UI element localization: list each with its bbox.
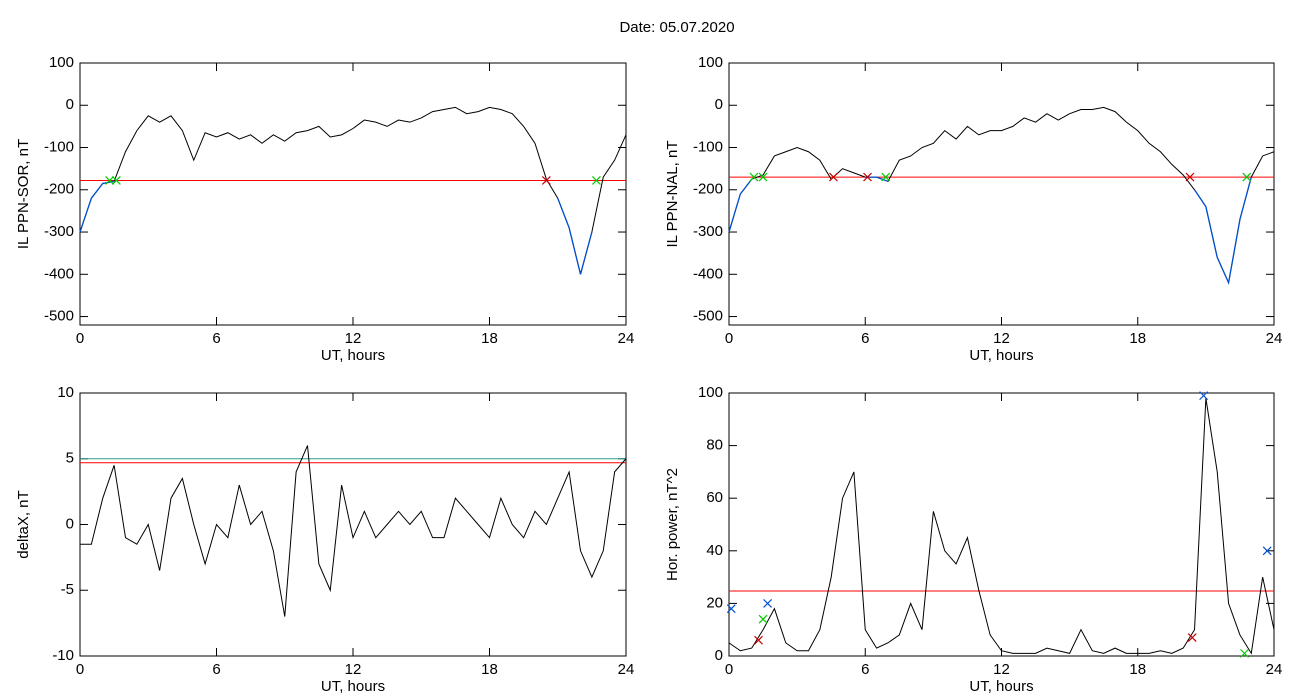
x-tick-label: 0 bbox=[725, 661, 733, 678]
y-tick-label: -5 bbox=[61, 581, 74, 598]
y-tick-label: -500 bbox=[693, 308, 723, 325]
x-tick-label: 0 bbox=[76, 661, 84, 678]
y-tick-label: 40 bbox=[706, 542, 723, 559]
y-tick-label: 10 bbox=[57, 384, 74, 401]
cross-marker bbox=[726, 604, 736, 614]
plot-frame bbox=[728, 392, 1275, 657]
cross-marker bbox=[754, 635, 763, 645]
y-tick-label: 0 bbox=[715, 647, 723, 664]
y-tick-label: -500 bbox=[44, 308, 74, 325]
x-axis-label: UT, hours bbox=[969, 678, 1033, 695]
cross-marker bbox=[749, 172, 759, 182]
cross-marker bbox=[592, 176, 601, 185]
y-tick-label: -200 bbox=[44, 181, 74, 198]
x-tick-label: 12 bbox=[993, 661, 1010, 678]
below-threshold-line bbox=[79, 180, 115, 233]
data-line bbox=[728, 398, 1275, 655]
x-tick-label: 12 bbox=[993, 330, 1010, 347]
x-tick-label: 12 bbox=[345, 661, 362, 678]
data-line bbox=[79, 106, 627, 275]
x-axis-label: UT, hours bbox=[321, 347, 385, 364]
plot-frame bbox=[728, 62, 1275, 326]
y-axis-label: deltaX, nT bbox=[15, 490, 32, 558]
x-tick-label: 18 bbox=[1129, 661, 1146, 678]
y-tick-label: -100 bbox=[44, 138, 74, 155]
cross-marker bbox=[541, 176, 551, 185]
x-tick-label: 18 bbox=[481, 661, 498, 678]
x-tick-label: 6 bbox=[861, 661, 869, 678]
y-axis-label: IL PPN-NAL, nT bbox=[664, 141, 681, 248]
y-axis-label: IL PPN-SOR, nT bbox=[15, 139, 32, 249]
cross-marker bbox=[758, 614, 768, 624]
y-tick-label: -300 bbox=[693, 223, 723, 240]
cross-marker bbox=[863, 172, 872, 182]
below-threshold-line bbox=[728, 178, 753, 233]
cross-marker bbox=[1199, 391, 1209, 401]
cross-marker bbox=[1185, 172, 1195, 182]
y-tick-label: 0 bbox=[66, 96, 74, 113]
y-tick-label: 5 bbox=[66, 450, 74, 467]
y-tick-label: 60 bbox=[706, 489, 723, 506]
y-tick-label: -400 bbox=[693, 265, 723, 282]
cross-marker bbox=[829, 172, 838, 182]
y-tick-label: 80 bbox=[706, 437, 723, 454]
y-tick-label: -200 bbox=[693, 181, 723, 198]
plot-frame bbox=[79, 392, 627, 657]
cross-marker bbox=[1240, 648, 1249, 658]
cross-marker bbox=[1262, 546, 1272, 556]
x-tick-label: 24 bbox=[618, 661, 635, 678]
y-tick-label: 20 bbox=[706, 594, 723, 611]
x-tick-label: 0 bbox=[76, 330, 84, 347]
x-tick-label: 6 bbox=[861, 330, 869, 347]
x-tick-label: 0 bbox=[725, 330, 733, 347]
x-tick-label: 24 bbox=[1266, 661, 1283, 678]
y-tick-label: -100 bbox=[693, 138, 723, 155]
cross-marker bbox=[881, 172, 891, 182]
figure-title: Date: 05.07.2020 bbox=[619, 19, 734, 36]
below-threshold-line bbox=[557, 197, 593, 275]
y-tick-label: 100 bbox=[698, 384, 723, 401]
y-tick-label: -300 bbox=[44, 223, 74, 240]
x-tick-label: 24 bbox=[1266, 330, 1283, 347]
cross-marker bbox=[763, 598, 773, 608]
x-axis-label: UT, hours bbox=[969, 347, 1033, 364]
plot-frame bbox=[79, 62, 627, 326]
y-tick-label: 0 bbox=[66, 515, 74, 532]
cross-marker bbox=[111, 176, 121, 185]
y-tick-label: -400 bbox=[44, 265, 74, 282]
below-threshold-line bbox=[1193, 176, 1252, 285]
cross-marker bbox=[758, 172, 768, 182]
x-tick-label: 6 bbox=[212, 661, 220, 678]
cross-marker bbox=[105, 176, 114, 185]
cross-marker bbox=[1242, 172, 1252, 182]
x-axis-label: UT, hours bbox=[321, 678, 385, 695]
cross-marker bbox=[1187, 633, 1197, 643]
y-axis-label: Hor. power, nT^2 bbox=[664, 468, 681, 581]
data-line bbox=[80, 445, 627, 617]
x-tick-label: 12 bbox=[345, 330, 362, 347]
x-tick-label: 6 bbox=[212, 330, 220, 347]
y-tick-label: 100 bbox=[49, 54, 74, 71]
y-tick-label: -10 bbox=[52, 647, 74, 664]
below-threshold-line bbox=[865, 176, 889, 182]
x-tick-label: 24 bbox=[618, 330, 635, 347]
y-tick-label: 0 bbox=[715, 96, 723, 113]
x-tick-label: 18 bbox=[481, 330, 498, 347]
x-tick-label: 18 bbox=[1129, 330, 1146, 347]
data-line bbox=[728, 106, 1275, 285]
y-tick-label: 100 bbox=[698, 54, 723, 71]
